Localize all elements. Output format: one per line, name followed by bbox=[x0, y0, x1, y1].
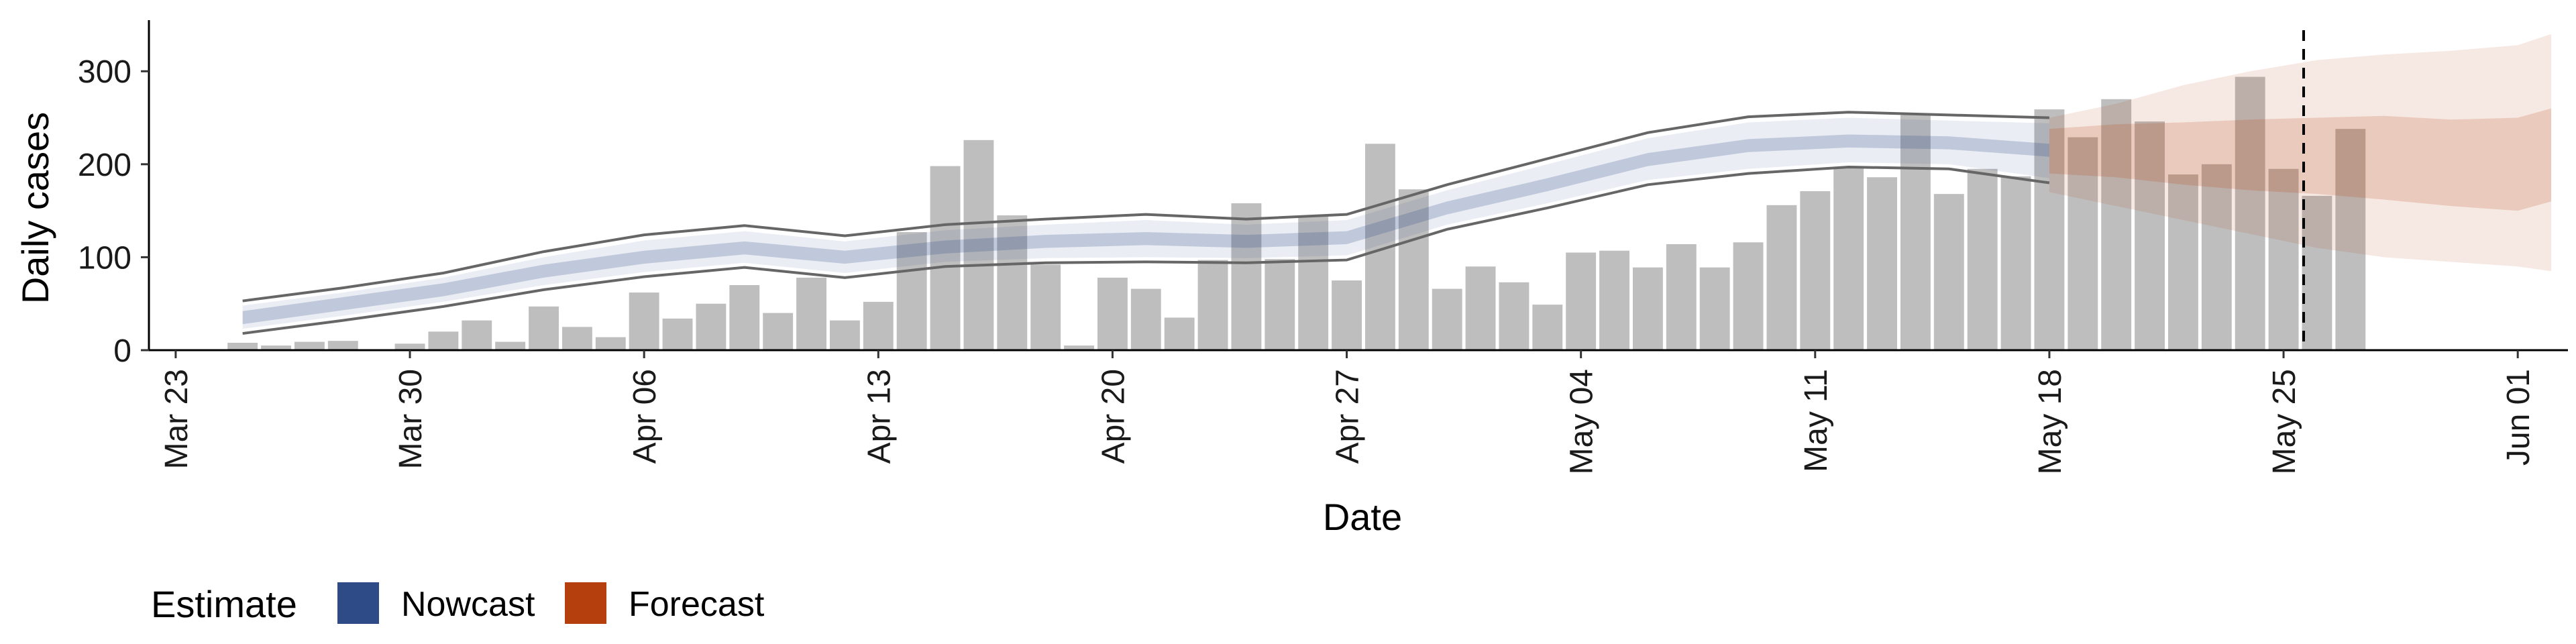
bar-case bbox=[896, 231, 927, 350]
bar-case bbox=[1967, 168, 1998, 351]
bar-case bbox=[1298, 215, 1329, 350]
bar-case bbox=[1800, 191, 1831, 350]
bar-case bbox=[796, 277, 826, 350]
legend-label-nowcast: Nowcast bbox=[401, 585, 535, 624]
bar-case bbox=[1030, 264, 1061, 350]
x-tick-label: Mar 30 bbox=[393, 369, 429, 469]
bar-case bbox=[696, 303, 727, 350]
nowcast-band-outer bbox=[242, 117, 2049, 329]
nowcast-lower-line bbox=[242, 165, 2050, 335]
bar-case bbox=[763, 313, 794, 350]
bar-case bbox=[1666, 244, 1697, 350]
bar-case bbox=[1064, 345, 1094, 350]
bar-case bbox=[1465, 266, 1496, 350]
bar-case bbox=[1097, 277, 1128, 350]
bar-case bbox=[1332, 280, 1362, 350]
bar-case bbox=[327, 341, 358, 350]
bar-case bbox=[294, 341, 325, 350]
bar-case bbox=[1699, 267, 1730, 350]
bar-case bbox=[997, 215, 1028, 350]
bar-case bbox=[1432, 288, 1462, 350]
bar-case bbox=[1933, 194, 1964, 350]
bar-case bbox=[1867, 177, 1897, 350]
bars-layer bbox=[227, 76, 2366, 351]
legend: Estimate Nowcast Forecast bbox=[151, 582, 765, 625]
bar-case bbox=[2101, 99, 2132, 351]
bar-case bbox=[863, 301, 894, 350]
bar-case bbox=[662, 318, 693, 350]
y-axis-ticks: 0 100 200 300 bbox=[78, 54, 149, 369]
x-tick-label: Jun 01 bbox=[2501, 369, 2536, 466]
bar-case bbox=[2034, 109, 2065, 350]
bar-case bbox=[1900, 115, 1931, 350]
bar-case bbox=[495, 341, 526, 350]
y-axis-title: Daily cases bbox=[14, 112, 56, 304]
bar-case bbox=[1265, 259, 1295, 350]
bar-case bbox=[1766, 205, 1797, 350]
bar-case bbox=[1197, 260, 1228, 350]
x-tick-label: Apr 20 bbox=[1095, 369, 1131, 464]
interval-lines-layer bbox=[242, 111, 2050, 335]
bar-case bbox=[394, 343, 425, 350]
x-axis-title: Date bbox=[1323, 496, 1402, 538]
interval-bands-layer bbox=[242, 34, 2552, 329]
bar-case bbox=[1130, 288, 1161, 350]
bar-case bbox=[2302, 195, 2332, 350]
bar-case bbox=[963, 140, 994, 351]
bar-case bbox=[1231, 203, 1262, 350]
bar-case bbox=[261, 345, 291, 350]
bar-case bbox=[930, 166, 961, 350]
x-axis-ticks: Mar 23 Mar 30 Apr 06 Apr 13 Apr 20 Apr 27 May … bbox=[159, 350, 2536, 474]
bar-case bbox=[462, 320, 492, 350]
bar-case bbox=[595, 337, 626, 350]
bar-case bbox=[1566, 252, 1597, 350]
legend-swatch-nowcast bbox=[337, 582, 379, 624]
bar-case bbox=[2000, 176, 2031, 350]
forecast-band-90 bbox=[2049, 34, 2552, 272]
y-tick-label: 0 bbox=[113, 333, 131, 369]
y-tick-label: 200 bbox=[78, 148, 131, 183]
bar-case bbox=[561, 327, 592, 350]
bar-case bbox=[1532, 305, 1563, 350]
bar-case bbox=[1398, 189, 1429, 350]
x-tick-label: May 04 bbox=[1564, 369, 1600, 474]
bar-case bbox=[1164, 317, 1195, 350]
bar-case bbox=[829, 320, 860, 350]
bar-case bbox=[227, 342, 258, 350]
y-tick-label: 300 bbox=[78, 54, 131, 90]
x-tick-label: Apr 06 bbox=[627, 369, 663, 464]
bar-case bbox=[1632, 267, 1663, 350]
bar-case bbox=[2268, 168, 2299, 351]
forecast-band-50 bbox=[2049, 108, 2552, 211]
x-tick-label: May 11 bbox=[1799, 369, 1834, 472]
bar-case bbox=[629, 292, 659, 350]
x-tick-label: May 18 bbox=[2033, 369, 2068, 474]
bar-case bbox=[428, 331, 459, 350]
bar-case bbox=[1499, 282, 1529, 350]
bar-case bbox=[2135, 121, 2165, 350]
bar-case bbox=[729, 284, 760, 350]
x-tick-label: Apr 27 bbox=[1330, 369, 1366, 464]
bar-case bbox=[2167, 174, 2198, 350]
nowcast-upper-line bbox=[242, 111, 2049, 303]
bar-case bbox=[1833, 166, 1864, 350]
bar-case bbox=[1599, 250, 1629, 350]
bar-case bbox=[2068, 137, 2098, 350]
y-tick-label: 100 bbox=[78, 240, 131, 276]
legend-label-forecast: Forecast bbox=[629, 585, 765, 624]
x-tick-label: Apr 13 bbox=[861, 369, 897, 464]
x-tick-label: Mar 23 bbox=[159, 369, 195, 469]
bar-case bbox=[2335, 129, 2366, 351]
bar-case bbox=[2235, 76, 2265, 351]
x-tick-label: May 25 bbox=[2267, 369, 2302, 474]
bar-case bbox=[2201, 164, 2232, 350]
legend-swatch-forecast bbox=[565, 582, 606, 624]
legend-title: Estimate bbox=[151, 583, 297, 625]
bar-case bbox=[529, 306, 559, 350]
bar-case bbox=[1733, 242, 1764, 350]
